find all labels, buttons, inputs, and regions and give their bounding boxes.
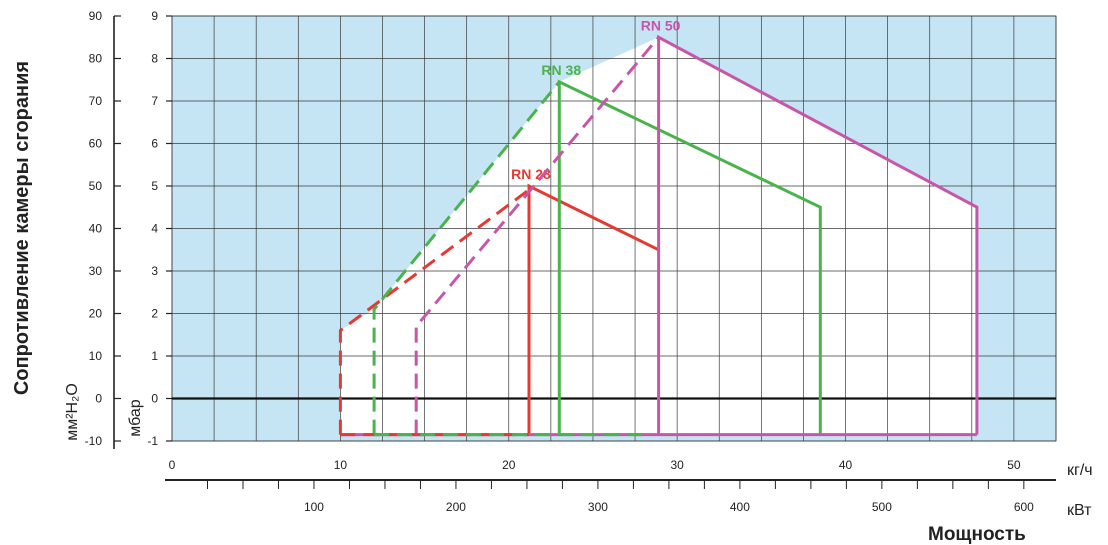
x-axis-kw: 100 200 300 400 500 600 (165, 479, 1056, 514)
x-unit-kw: кВт (1067, 502, 1092, 519)
x-axis-title: Мощность (928, 524, 1026, 545)
y-tick-mbar: 0 (151, 392, 158, 406)
y-axis-mbar: -1 0 1 2 3 4 5 6 7 8 9 (147, 9, 172, 448)
y-tick-mbar: 6 (151, 137, 158, 151)
x-tick-kgh: 50 (1007, 458, 1021, 472)
y-tick-mm: 40 (89, 222, 103, 236)
y-tick-mbar: 2 (151, 307, 158, 321)
y-tick-mm: 70 (89, 94, 103, 108)
x-tick-kgh: 30 (670, 458, 684, 472)
x-tick-kgh: 0 (169, 458, 176, 472)
y-axis-mm: -10 0 10 20 30 40 50 60 70 80 90 (85, 9, 121, 449)
x-tick-kgh: 10 (334, 458, 348, 472)
y-tick-mm: 50 (89, 179, 103, 193)
y-tick-mm: 10 (89, 349, 103, 363)
rn-38-label: RN 38 (541, 62, 581, 78)
y-unit-mm: мм²H₂O (64, 383, 81, 441)
y-tick-mm: 60 (89, 137, 103, 151)
y-unit-mbar: мбар (127, 399, 144, 437)
rn-38-dashed-line (372, 80, 561, 435)
y-tick-mm: -10 (85, 434, 103, 448)
y-tick-mbar: 5 (151, 179, 158, 193)
x-tick-kgh: 40 (839, 458, 853, 472)
x-axis-kgh: 0 10 20 30 40 50 (169, 458, 1021, 472)
rn-50-label: RN 50 (641, 17, 681, 33)
grid-lines (171, 15, 1057, 442)
x-unit-kgh: кг/ч (1067, 462, 1093, 479)
y-tick-mm: 90 (89, 9, 103, 23)
y-tick-mm: 30 (89, 264, 103, 278)
x-tick-kgh: 20 (502, 458, 516, 472)
rn-38-solid-line (557, 79, 822, 435)
y-tick-mbar: 4 (151, 222, 158, 236)
x-tick-kw: 400 (730, 500, 750, 514)
y-tick-mbar: 3 (151, 264, 158, 278)
y-tick-mm: 0 (95, 392, 102, 406)
y-tick-mm: 20 (89, 307, 103, 321)
x-tick-kw: 500 (872, 500, 892, 514)
x-tick-kw: 600 (1014, 500, 1034, 514)
x-tick-kw: 100 (304, 500, 324, 514)
y-tick-mbar: -1 (147, 434, 158, 448)
y-tick-mbar: 7 (151, 94, 158, 108)
y-tick-mbar: 1 (151, 349, 158, 363)
x-tick-kw: 300 (588, 500, 608, 514)
x-tick-kw: 200 (446, 500, 466, 514)
rn-28-solid-line (527, 183, 660, 435)
y-axis-title: Сопротивление камеры сгорания (11, 61, 33, 395)
y-tick-mm: 80 (89, 52, 103, 66)
rn-50-dashed-line (414, 36, 660, 435)
y-tick-mbar: 8 (151, 52, 158, 66)
rn-50-solid-line (657, 34, 979, 435)
y-tick-mbar: 9 (151, 9, 158, 23)
rn-28-dashed-line (338, 184, 535, 435)
